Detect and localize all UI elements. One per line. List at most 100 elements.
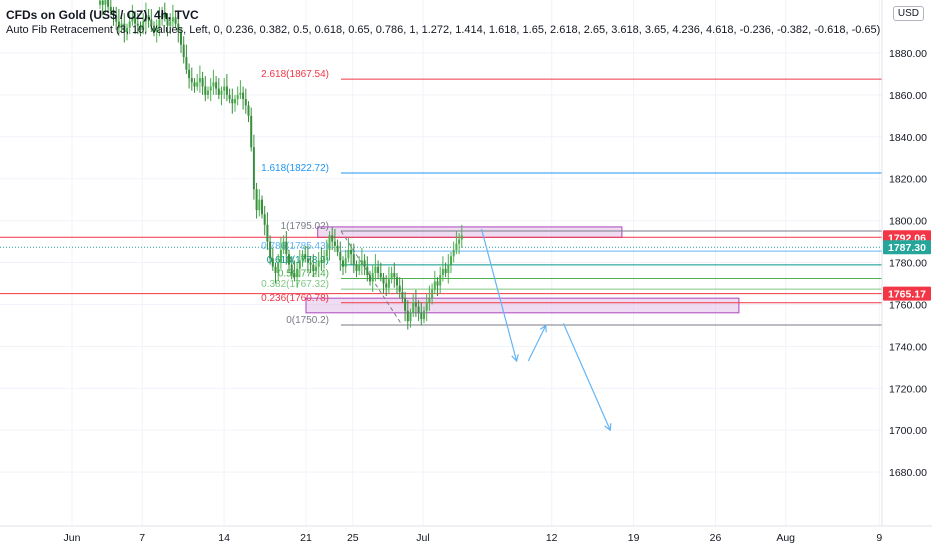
fib-trend-line <box>340 230 403 326</box>
price-badge <box>883 240 931 255</box>
candle-body <box>247 105 250 116</box>
price-axis[interactable]: 1680.00 1700.00 1720.00 1740.00 1760.00 1780.… <box>889 48 927 479</box>
price-tick-label: 1880.00 <box>889 48 927 60</box>
candle-body <box>347 249 350 259</box>
time-tick-label: 25 <box>347 532 359 544</box>
price-zone <box>305 297 740 314</box>
candle-body <box>371 273 374 282</box>
candle-body <box>455 243 458 250</box>
projection-arrow-head <box>604 423 612 432</box>
candle-body <box>460 235 463 240</box>
candle-body <box>142 21 145 30</box>
candle-body <box>390 273 393 280</box>
candle-body <box>136 23 139 26</box>
candle-body <box>360 260 363 265</box>
candle-body <box>107 0 110 7</box>
candle-body <box>147 15 150 20</box>
candle-body <box>244 99 247 106</box>
time-axis[interactable]: Jun 7 14 21 25 Jul 12 19 26 Aug 9 <box>64 532 883 544</box>
candle-body <box>155 27 158 33</box>
candle-body <box>115 15 118 22</box>
candle-body <box>385 283 388 288</box>
candle-body <box>212 82 215 87</box>
candle-body <box>279 249 282 263</box>
candle-body <box>428 298 431 303</box>
price-tick-label: 1800.00 <box>889 216 927 228</box>
time-tick-label: 14 <box>218 532 230 544</box>
candle-body <box>242 92 245 100</box>
fib-level-label: 0.382(1767.32) <box>261 279 329 290</box>
fib-retracement: 2.618(1867.54) 1.618(1822.72) 1(1795.02) 0.… <box>261 69 882 326</box>
candle-body <box>139 25 142 30</box>
price-tick-label: 1780.00 <box>889 258 927 270</box>
candle-body <box>204 86 207 95</box>
fib-level-label: 0.618(1778.9) <box>267 255 329 266</box>
price-tick-label: 1720.00 <box>889 383 927 395</box>
candle-body <box>217 88 220 95</box>
candle-body <box>436 281 439 286</box>
candle-body <box>231 99 234 104</box>
candle-body <box>301 254 304 261</box>
fib-level-label: 2.618(1867.54) <box>261 69 329 80</box>
candle-body <box>123 23 126 33</box>
fib-level-label: 1.618(1822.72) <box>261 163 329 174</box>
candle-body <box>153 25 155 33</box>
candle-body <box>315 266 317 271</box>
candle-body <box>396 277 398 286</box>
candle-body <box>306 258 309 263</box>
candle-body <box>377 266 380 274</box>
projection-arrow-line <box>562 323 611 431</box>
candle-body <box>458 239 461 244</box>
candle-body <box>344 258 347 267</box>
candle-body <box>117 21 120 28</box>
candle-body <box>336 245 339 253</box>
candle-body <box>379 273 382 278</box>
time-tick-label: 21 <box>300 532 312 544</box>
projection-arrow-head <box>539 324 547 333</box>
candle-body <box>228 94 231 100</box>
candle-body <box>271 258 274 267</box>
candle-body <box>188 69 191 79</box>
candle-body <box>239 92 242 95</box>
projection-arrow-line <box>480 228 518 362</box>
candle-body <box>339 252 342 261</box>
candle-body <box>201 78 204 87</box>
candle-body <box>169 21 172 26</box>
candle-body <box>433 281 436 290</box>
candle-body <box>144 15 147 22</box>
candle-body <box>261 199 263 215</box>
candle-body <box>452 249 455 257</box>
candle-body <box>350 249 353 255</box>
currency-button[interactable]: USD <box>892 6 924 21</box>
candle-body <box>355 264 358 271</box>
candle-body <box>171 17 174 22</box>
candle-body <box>325 249 328 257</box>
price-zone <box>317 226 623 238</box>
candle-body <box>298 260 301 269</box>
candle-body <box>333 241 336 246</box>
candle-body <box>425 302 428 311</box>
candle-body <box>220 90 223 95</box>
candle-body <box>323 256 326 263</box>
chart-grid <box>0 0 882 526</box>
candle-body <box>401 291 404 299</box>
indicator-legend[interactable]: Auto Fib Retracement (3, 10, Values, Lef… <box>6 24 881 36</box>
candle-body <box>439 275 442 286</box>
candle-body <box>441 268 444 276</box>
candle-body <box>393 273 396 278</box>
supply-demand-zones <box>305 226 740 314</box>
candle-body <box>417 306 420 313</box>
price-badge-label: 1787.30 <box>888 242 926 254</box>
candle-body <box>317 260 320 267</box>
candle-body <box>414 302 417 307</box>
candle-body <box>174 17 177 24</box>
candle-body <box>190 78 193 83</box>
candle-body <box>404 298 407 311</box>
candle-body <box>180 32 182 45</box>
projection-arrow-head <box>511 354 519 363</box>
candle-body <box>252 147 255 190</box>
candle-body <box>363 260 366 267</box>
candle-body <box>131 17 134 22</box>
candle-body <box>158 19 161 28</box>
